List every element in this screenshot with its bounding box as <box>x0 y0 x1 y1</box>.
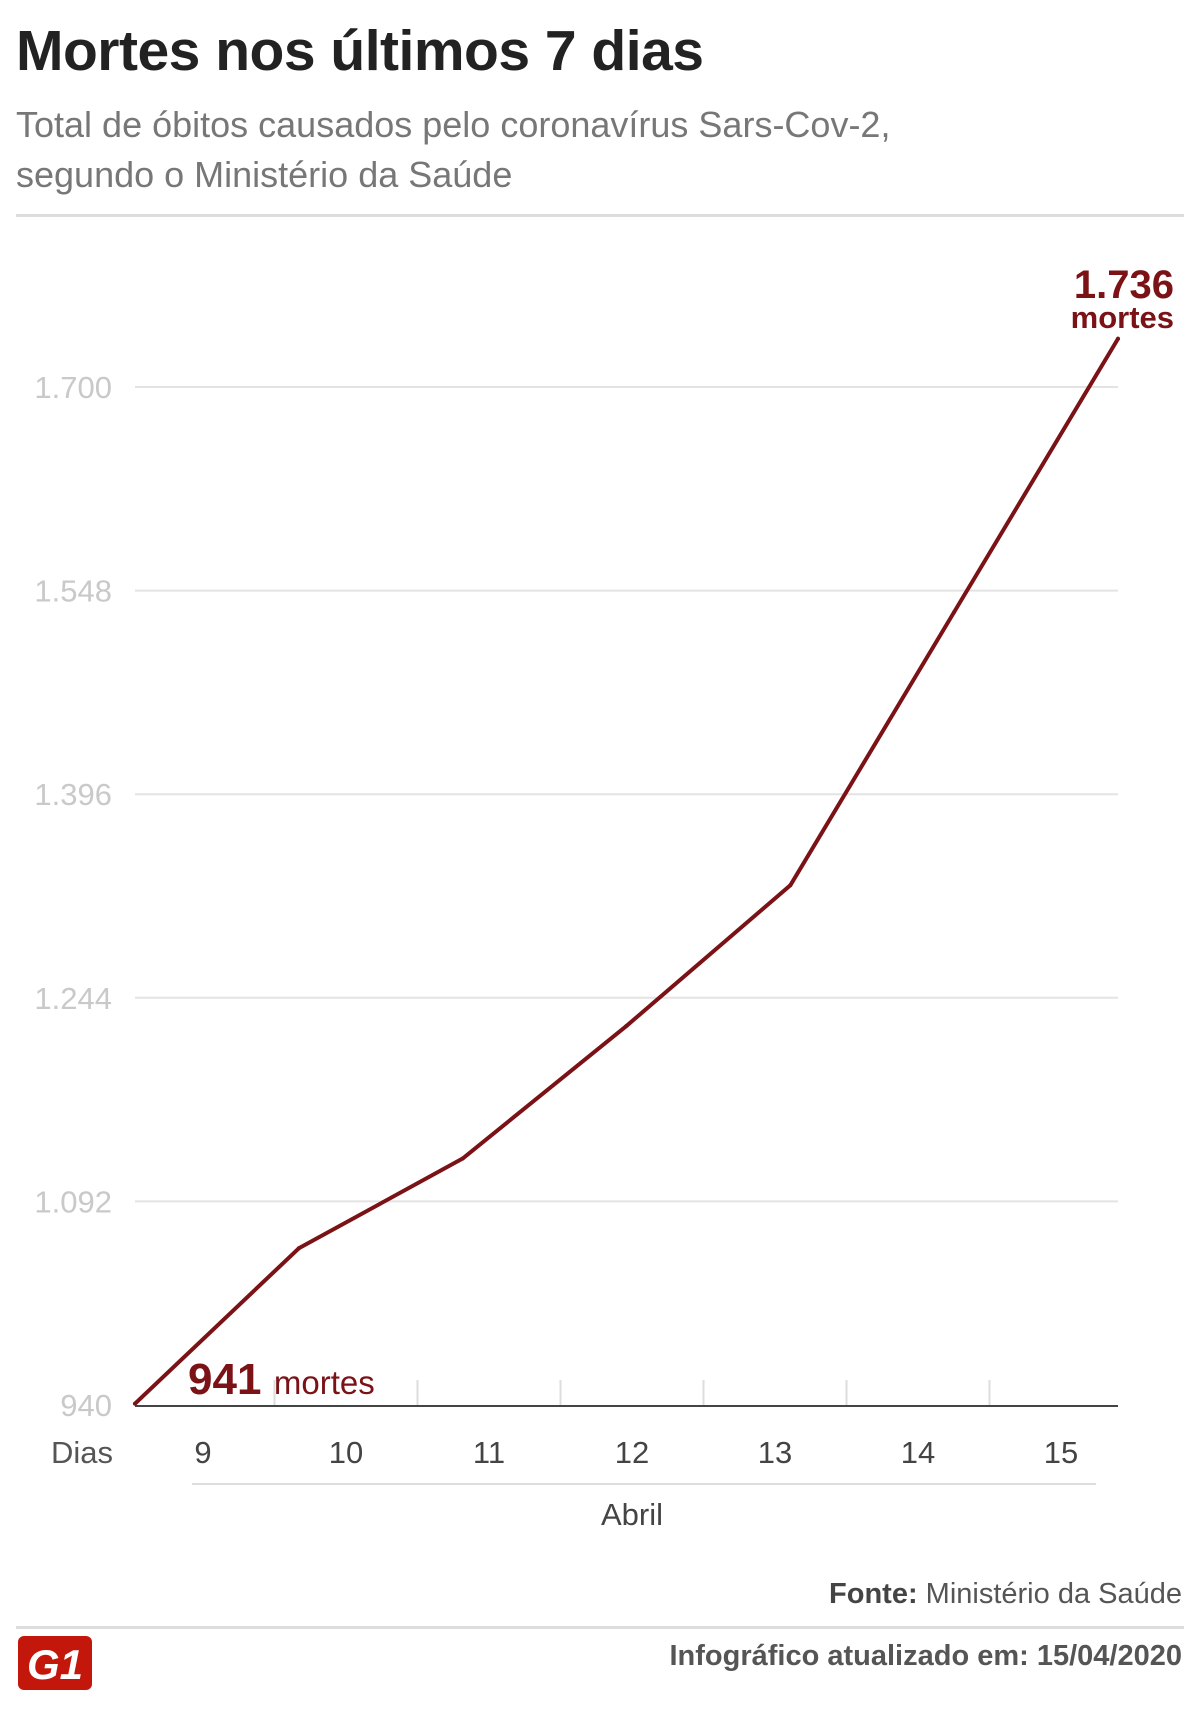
chart-title: Mortes nos últimos 7 dias <box>16 19 704 83</box>
x-tick-label: 14 <box>901 1435 935 1470</box>
data-point <box>952 610 957 615</box>
g1-logo-background <box>18 1636 92 1690</box>
start-annotation-unit: mortes <box>274 1364 375 1401</box>
y-axis-ticks: 940 1.092 1.244 1.396 1.548 1.700 <box>34 370 112 1423</box>
x-tick-label: 10 <box>329 1435 363 1470</box>
end-annotation-unit: mortes <box>1071 300 1174 335</box>
y-tick-label: 1.700 <box>34 370 112 405</box>
x-tick-label: 11 <box>473 1435 505 1470</box>
start-annotation: 941 mortes <box>188 1355 375 1404</box>
x-tick-label: 9 <box>194 1435 211 1470</box>
data-points <box>133 336 1120 1406</box>
y-tick-label: 1.396 <box>34 777 112 812</box>
update-note: Infográfico atualizado em: 15/04/2020 <box>669 1640 1182 1672</box>
line-chart: 940 1.092 1.244 1.396 1.548 1.700 9 10 11 12 13 14… <box>34 263 1174 1532</box>
x-tick-label: 13 <box>758 1435 792 1470</box>
g1-logo: G1 <box>18 1636 92 1690</box>
y-tick-label: 940 <box>60 1388 112 1423</box>
x-axis-ticks: 9 10 11 12 13 14 15 <box>194 1380 1078 1470</box>
data-point <box>133 1401 137 1406</box>
top-divider <box>16 214 1184 217</box>
data-point <box>624 1023 629 1028</box>
x-tick-label: 12 <box>615 1435 649 1470</box>
data-point <box>1116 336 1120 341</box>
g1-logo-text: G1 <box>27 1641 83 1688</box>
month-label: Abril <box>601 1497 663 1532</box>
y-tick-label: 1.092 <box>34 1184 112 1219</box>
y-tick-label: 1.548 <box>34 574 112 609</box>
series-line <box>133 336 1120 1406</box>
x-axis-label: Dias <box>51 1435 113 1470</box>
grid-lines <box>135 386 1118 1203</box>
source-label: Fonte: <box>829 1578 918 1610</box>
data-point <box>296 1246 301 1251</box>
start-annotation-value: 941 <box>188 1355 261 1404</box>
x-tick-label: 15 <box>1044 1435 1078 1470</box>
source-text: Ministério da Saúde <box>925 1578 1182 1610</box>
y-tick-label: 1.244 <box>34 981 112 1016</box>
source-note: Fonte: Ministério da Saúde <box>829 1578 1182 1611</box>
chart-subtitle: Total de óbitos causados pelo coronavíru… <box>16 104 891 195</box>
data-point <box>788 883 793 888</box>
bottom-divider <box>16 1626 1184 1629</box>
end-annotation-value: 1.736 <box>1074 263 1174 307</box>
data-point <box>460 1156 465 1161</box>
